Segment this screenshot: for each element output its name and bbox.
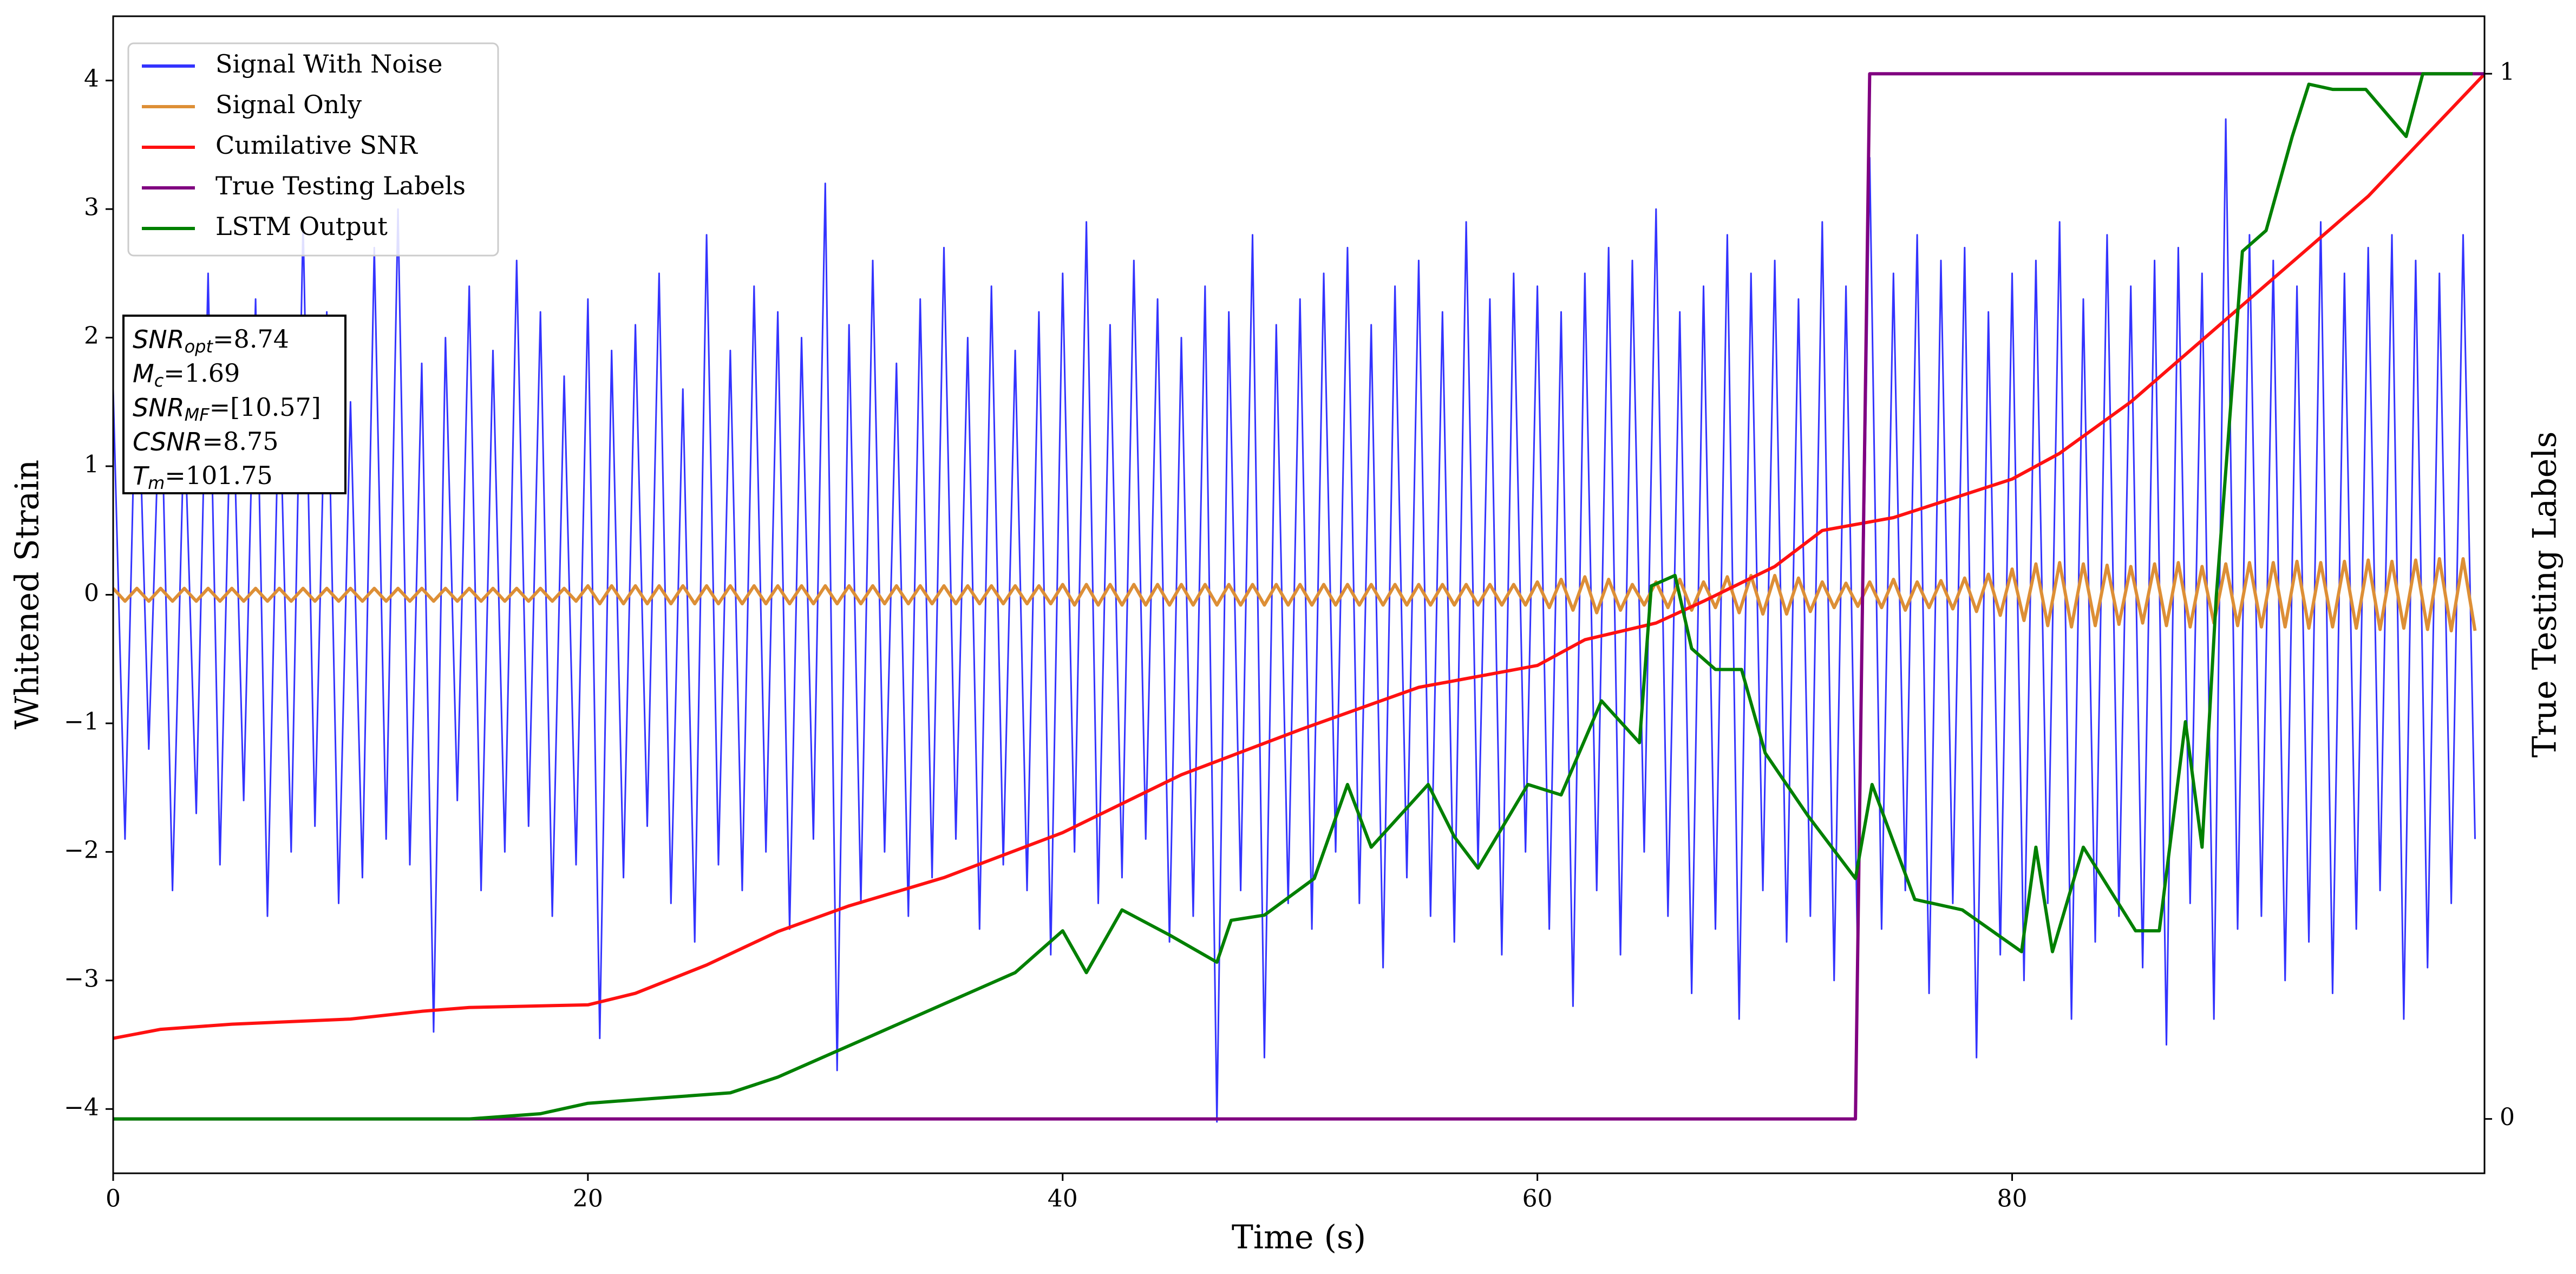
annotation-line: SNRMF=[10.57] bbox=[133, 393, 321, 425]
annotation-box: SNRopt=8.74Mc=1.69SNRMF=[10.57]CSNR=8.75… bbox=[122, 315, 346, 494]
series-line bbox=[113, 73, 2485, 1040]
y2-axis-label: True Testing Labels bbox=[2526, 432, 2564, 758]
plot-area bbox=[113, 72, 2485, 1123]
annotation-line: CSNR=8.75 bbox=[133, 427, 279, 456]
series-line bbox=[113, 557, 2477, 632]
y-axis-label: Whitened Strain bbox=[9, 460, 47, 729]
y-tick-label: −1 bbox=[64, 708, 99, 735]
y-tick-label: 0 bbox=[84, 579, 99, 607]
annotation-frame bbox=[122, 315, 346, 494]
x-tick-label: 60 bbox=[1522, 1185, 1553, 1213]
legend-label: Signal With Noise bbox=[215, 49, 442, 79]
legend: Signal With Noise Signal Only Cumilative S… bbox=[127, 42, 499, 257]
series-line bbox=[113, 118, 2476, 1123]
annotation-symbol: M bbox=[133, 359, 154, 388]
legend-label: True Testing Labels bbox=[215, 171, 466, 200]
annotation-symbol: T bbox=[133, 461, 150, 491]
annotation-symbol: CSNR bbox=[133, 427, 202, 456]
annotation-subscript: m bbox=[148, 473, 165, 493]
legend-label: LSTM Output bbox=[215, 212, 388, 241]
y2-tick-label: 1 bbox=[2500, 58, 2515, 86]
annotation-subscript: c bbox=[154, 370, 164, 391]
annotation-value: =101.75 bbox=[165, 461, 273, 490]
y-tick-label: 4 bbox=[84, 65, 99, 93]
annotation-value: =1.69 bbox=[164, 358, 240, 388]
y-tick-label: 1 bbox=[84, 451, 99, 479]
series-line bbox=[113, 72, 2485, 1121]
y-tick-label: −2 bbox=[64, 837, 99, 864]
y-tick-label: 2 bbox=[84, 322, 99, 350]
annotation-value: =[10.57] bbox=[210, 393, 321, 422]
annotation-line: Mc=1.69 bbox=[133, 358, 240, 391]
annotation-symbol: SNR bbox=[133, 325, 185, 354]
x-tick-label: 20 bbox=[573, 1185, 603, 1213]
annotation-value: =8.74 bbox=[213, 324, 289, 354]
legend-box bbox=[127, 42, 499, 257]
y-tick-label: −4 bbox=[64, 1094, 99, 1121]
annotation-line: Tm=101.75 bbox=[133, 461, 273, 493]
x-tick-label: 0 bbox=[106, 1185, 121, 1213]
x-axis-label: Time (s) bbox=[1232, 1219, 1366, 1257]
annotation-symbol: SNR bbox=[133, 393, 185, 422]
legend-label: Cumilative SNR bbox=[215, 130, 418, 160]
x-tick-label: 40 bbox=[1048, 1185, 1078, 1213]
annotation-line: SNRopt=8.74 bbox=[133, 324, 289, 357]
y2-tick-label: 0 bbox=[2500, 1103, 2515, 1131]
y-tick-label: −3 bbox=[64, 965, 99, 992]
annotation-value: =8.75 bbox=[202, 427, 279, 456]
annotation-subscript: MF bbox=[185, 404, 210, 425]
y-tick-label: 3 bbox=[84, 194, 99, 221]
legend-label: Signal Only bbox=[215, 90, 362, 119]
x-tick-label: 80 bbox=[1997, 1185, 2028, 1213]
annotation-subscript: opt bbox=[185, 336, 214, 357]
series-line bbox=[113, 72, 2473, 1121]
